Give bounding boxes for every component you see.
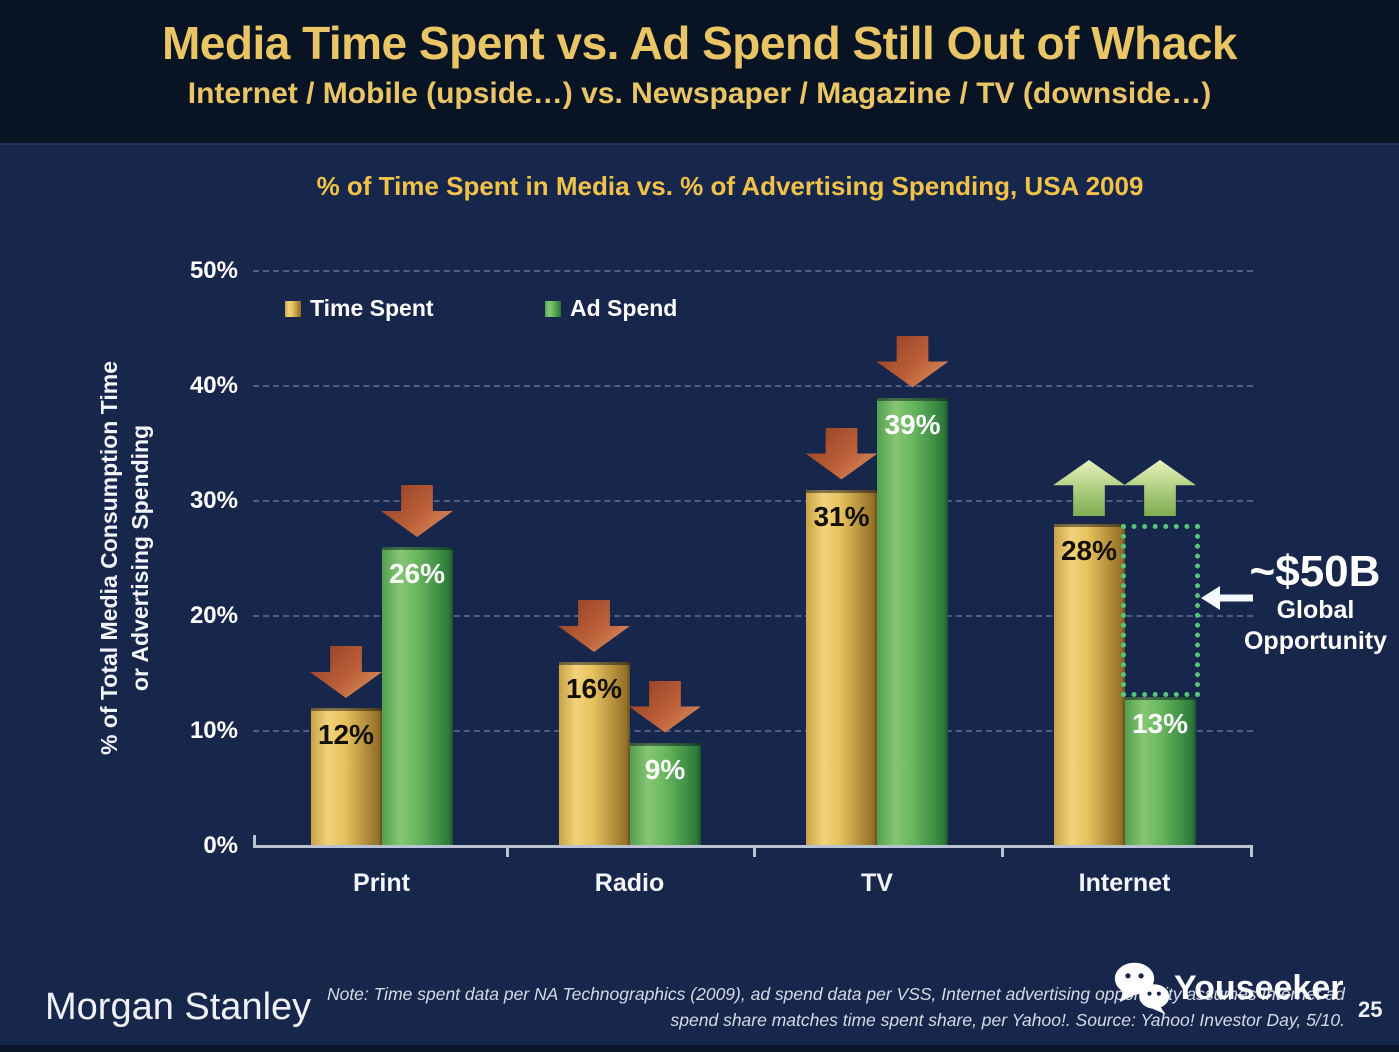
- x-axis-tick: [1250, 848, 1253, 857]
- down-arrow-icon: [558, 600, 630, 652]
- y-axis-title-line1: % of Total Media Consumption Time: [96, 361, 122, 755]
- bar-tv-time-spent: 31%: [806, 489, 877, 848]
- y-tick-label-20: 20%: [189, 602, 238, 629]
- x-axis-left-cap: [253, 835, 256, 845]
- bar-value-label: 31%: [813, 500, 870, 532]
- opportunity-box: [1121, 524, 1200, 697]
- bar-value-label: 13%: [1131, 707, 1189, 739]
- down-arrow-icon: [310, 646, 382, 698]
- gridline-20: [253, 615, 1253, 617]
- chart-title: % of Time Spent in Media vs. % of Advert…: [316, 171, 1144, 201]
- y-tick-label-30: 30%: [189, 487, 238, 514]
- wechat-icon: [1114, 962, 1170, 1015]
- bar-value-label: 16%: [565, 673, 623, 704]
- bar-radio-time-spent: 16%: [558, 662, 630, 848]
- footnote: Note: Time spent data per NA Technograph…: [285, 981, 1345, 1033]
- slide-subtitle: Internet / Mobile (upside…) vs. Newspape…: [187, 77, 1212, 110]
- y-tick-label-40: 40%: [189, 372, 238, 399]
- up-arrow-icon: [1053, 460, 1125, 516]
- legend-item-time-spent: Time Spent: [285, 295, 434, 322]
- bar-print-time-spent: 12%: [310, 708, 382, 848]
- x-axis-tick: [1000, 848, 1004, 857]
- category-label-print: Print: [353, 869, 410, 897]
- down-arrow-icon: [381, 485, 453, 537]
- legend-label-time-spent: Time Spent: [310, 295, 434, 321]
- left-arrow-icon: [1201, 586, 1253, 610]
- footnote-line1: Note: Time spent data per NA Technograph…: [326, 984, 1345, 1004]
- time-spent-swatch-icon: [285, 300, 301, 317]
- gridline-50: [253, 270, 1253, 272]
- footnote-line2: spend share matches time spent share, pe…: [670, 1010, 1345, 1030]
- bar-internet-time-spent: 28%: [1053, 524, 1125, 848]
- bottom-strip: [0, 1045, 1399, 1052]
- x-axis-line: [253, 845, 1253, 848]
- bar-radio-ad-spend: 9%: [629, 742, 701, 848]
- y-axis-title: % of Total Media Consumption Time or Adv…: [94, 298, 156, 818]
- down-arrow-icon: [876, 335, 949, 388]
- opportunity-caption: Global Opportunity: [1233, 595, 1398, 657]
- category-label-tv: TV: [861, 869, 893, 897]
- opportunity-caption-line2: Opportunity: [1243, 627, 1388, 655]
- bar-value-label: 28%: [1060, 535, 1118, 566]
- morgan-stanley-logo: Morgan Stanley: [45, 986, 312, 1028]
- y-tick-label-50: 50%: [189, 257, 238, 284]
- page-number: 25: [1358, 997, 1383, 1022]
- legend-label-ad-spend: Ad Spend: [570, 295, 678, 321]
- category-label-internet: Internet: [1078, 869, 1171, 897]
- down-arrow-icon: [805, 427, 878, 480]
- watermark: Youseeker: [1112, 960, 1343, 1016]
- bar-internet-ad-spend: 13%: [1124, 696, 1196, 848]
- bar-value-label: 9%: [644, 753, 686, 785]
- legend-item-ad-spend: Ad Spend: [545, 295, 677, 322]
- opportunity-value-label: ~$50B: [1249, 547, 1381, 596]
- bar-value-label: 12%: [317, 719, 375, 750]
- up-arrow-icon: [1124, 460, 1196, 516]
- gridline-10: [253, 730, 1253, 732]
- down-arrow-icon: [629, 680, 701, 733]
- y-tick-label-10: 10%: [189, 717, 238, 744]
- watermark-text: Youseeker: [1174, 968, 1344, 1007]
- category-label-radio: Radio: [594, 869, 665, 897]
- title-band: Media Time Spent vs. Ad Spend Still Out …: [0, 0, 1399, 145]
- x-axis-tick: [505, 848, 509, 857]
- bar-value-label: 39%: [884, 408, 941, 440]
- bar-tv-ad-spend: 39%: [877, 397, 948, 848]
- y-tick-label-0: 0%: [203, 832, 238, 859]
- slide-title: Media Time Spent vs. Ad Spend Still Out …: [161, 17, 1238, 69]
- bar-print-ad-spend: 26%: [381, 547, 453, 848]
- gridline-30: [253, 500, 1253, 502]
- bar-value-label: 26%: [388, 558, 446, 589]
- ad-spend-swatch-icon: [545, 300, 561, 317]
- x-axis-tick: [753, 848, 757, 857]
- opportunity-caption-line1: Global: [1276, 596, 1355, 624]
- gridline-40: [253, 385, 1253, 387]
